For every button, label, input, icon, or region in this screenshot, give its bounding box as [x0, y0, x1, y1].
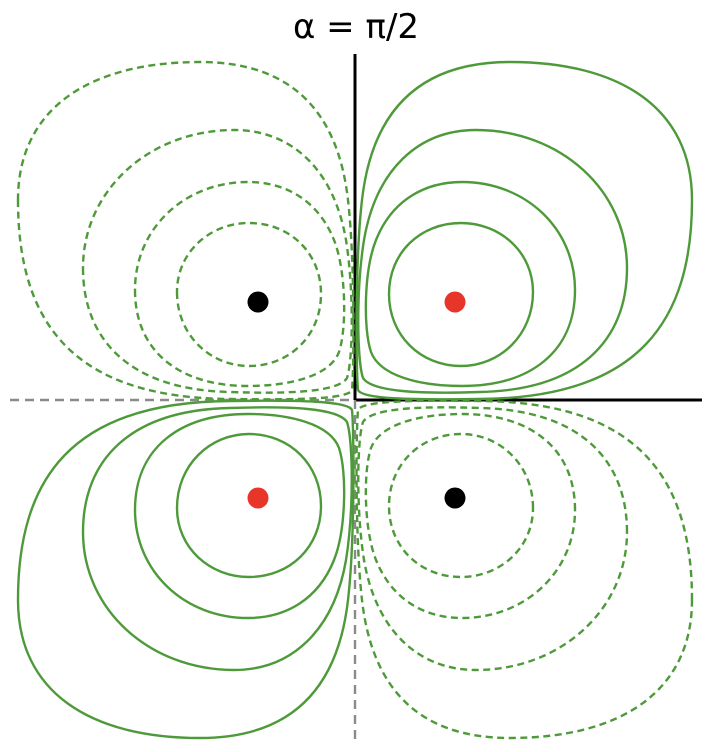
contour-line-lower-left-2: [133, 412, 346, 620]
figure-title: α = π/2: [293, 7, 419, 47]
charges: [247, 291, 466, 509]
axes: [10, 54, 702, 745]
contour-line-lower-left-3: [81, 406, 353, 672]
contour-line-lower-right-3: [357, 406, 629, 672]
contour-line-lower-left-1: [175, 432, 323, 579]
contour-group-lower-left: [16, 399, 355, 740]
charge-black-upper-left: [247, 291, 269, 313]
contour-lines: [16, 60, 694, 740]
charge-red-lower-left: [247, 487, 269, 509]
contour-line-upper-left-2: [133, 180, 346, 388]
contour-line-upper-right-3: [357, 128, 629, 394]
contour-group-upper-left: [16, 60, 355, 401]
contour-line-lower-left-4: [16, 399, 355, 740]
contour-line-lower-right-4: [355, 399, 694, 740]
contour-line-upper-right-2: [364, 180, 577, 388]
contour-line-upper-left-1: [175, 221, 323, 368]
contour-group-lower-right: [355, 399, 694, 740]
contour-line-upper-left-4: [16, 60, 355, 401]
contour-line-upper-right-4: [355, 60, 694, 401]
charge-red-upper-right: [444, 291, 466, 313]
contour-line-upper-left-3: [81, 128, 353, 394]
charge-black-lower-right: [444, 487, 466, 509]
contour-line-upper-right-1: [387, 221, 535, 368]
contour-group-upper-right: [355, 60, 694, 401]
contour-line-lower-right-2: [364, 412, 577, 620]
